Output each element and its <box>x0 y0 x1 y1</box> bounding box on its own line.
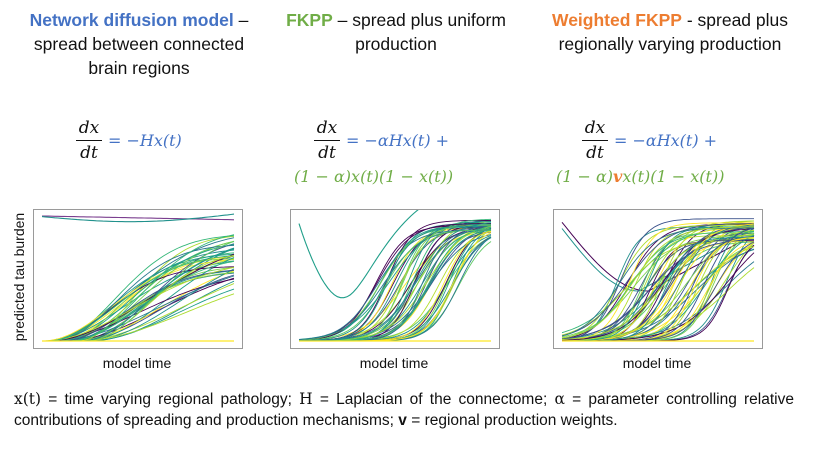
model-curve <box>561 229 755 340</box>
equation-rhs: = −Hx(t) <box>108 130 182 152</box>
fraction-numerator: dx <box>316 118 338 138</box>
equation-rhs-line2: (1 − α)x(t)(1 − x(t)) <box>294 167 454 186</box>
fraction-bar <box>314 140 340 141</box>
x-axis-label: model time <box>622 355 692 371</box>
model-curve <box>42 257 235 342</box>
model-curve <box>298 225 492 342</box>
fraction-denominator: dt <box>318 143 336 163</box>
curves-weighted-fkpp <box>561 218 755 342</box>
model-curve <box>561 239 754 341</box>
model-curve <box>299 227 492 342</box>
title-highlight: Network diffusion model <box>29 10 234 30</box>
caption: x(t) = time varying regional pathology; … <box>14 390 794 429</box>
y-axis-label: predicted tau burden <box>11 212 27 342</box>
equation-rhs: = −αHx(t) + <box>346 130 449 152</box>
model-curve <box>299 226 491 342</box>
model-curve <box>41 215 235 221</box>
equation-rhs: = −αHx(t) + <box>614 130 717 152</box>
model-curve <box>299 227 491 342</box>
model-curve <box>298 226 492 342</box>
fraction-numerator: dx <box>78 118 100 138</box>
equation-fraction: dx dt <box>582 117 608 164</box>
equation-fraction: dx dt <box>314 117 340 164</box>
x-axis-label: model time <box>359 355 429 371</box>
fraction-bar <box>76 140 102 141</box>
plot-weighted-fkpp <box>553 209 763 349</box>
fraction-denominator: dt <box>586 143 604 163</box>
column-title-fkpp: FKPP – spread plus uniform production <box>276 8 516 56</box>
title-highlight: Weighted FKPP <box>552 10 682 30</box>
fraction-denominator: dt <box>80 143 98 163</box>
equation-rhs-line2: (1 − α)vx(t)(1 − x(t)) <box>556 167 725 186</box>
model-curve <box>42 255 235 342</box>
model-curve <box>298 225 492 342</box>
equation-fraction: dx dt <box>76 117 102 164</box>
column-title-weighted-fkpp: Weighted FKPP - spread plus regionally v… <box>550 8 790 56</box>
model-curve <box>41 213 235 223</box>
equation-rhs-line1: = −αHx(t) + <box>614 131 718 150</box>
column-title-network-diffusion: Network diffusion model – spread between… <box>19 8 259 80</box>
x-axis-label: model time <box>102 355 172 371</box>
model-curve <box>42 244 235 342</box>
plot-fkpp <box>290 209 500 349</box>
title-highlight: FKPP <box>286 10 333 30</box>
weight-symbol: v <box>613 167 623 186</box>
fraction-numerator: dx <box>584 118 606 138</box>
model-curve <box>561 231 754 339</box>
model-curve <box>561 222 754 337</box>
title-rest: – spread plus uniform production <box>332 10 506 54</box>
equation-rhs-line1: = −αHx(t) + <box>346 131 450 150</box>
model-curve <box>298 210 419 299</box>
model-curve <box>298 226 492 342</box>
model-curve <box>561 222 754 341</box>
equation-rhs-line1: = −Hx(t) <box>108 131 182 150</box>
curves-fkpp <box>298 210 492 342</box>
model-curve <box>561 246 755 341</box>
model-curve <box>298 227 492 342</box>
model-curve <box>298 226 492 342</box>
model-curve <box>42 258 235 342</box>
fraction-bar <box>582 140 608 141</box>
model-curve <box>42 269 235 342</box>
model-curve <box>42 266 235 342</box>
curves-network-diffusion <box>41 213 235 342</box>
title-rest: - spread plus regionally varying product… <box>558 10 788 54</box>
model-curve <box>562 226 754 342</box>
model-curve <box>561 227 754 337</box>
model-curve <box>298 222 492 342</box>
title-rest: – spread between connected brain regions <box>33 10 249 78</box>
model-curve <box>299 226 492 342</box>
model-curve <box>561 226 754 339</box>
plot-network-diffusion <box>33 209 243 349</box>
model-curve <box>561 232 754 342</box>
model-curve <box>561 239 755 340</box>
